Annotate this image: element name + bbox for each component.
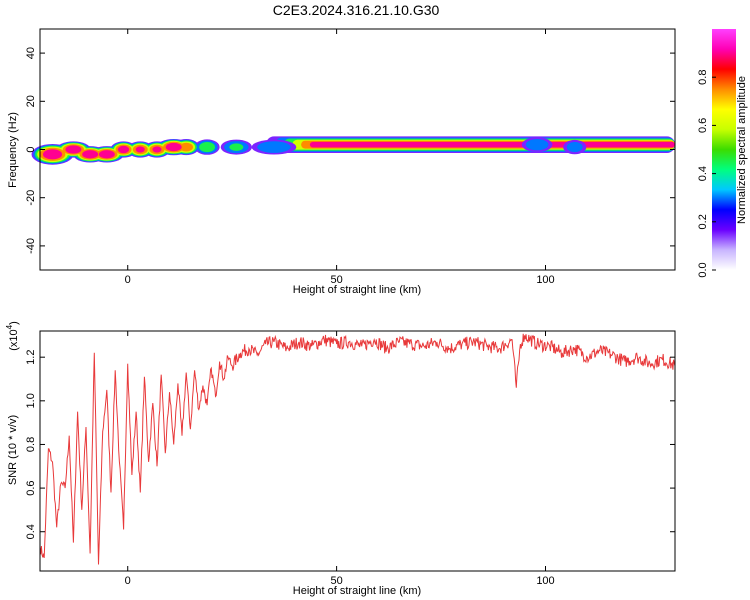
spectrogram-panel: 0 50 100 -40 -20 0 20 40 Height of straight lin… bbox=[7, 28, 676, 296]
spectrogram-blob bbox=[152, 146, 162, 153]
snr-y-tick-label: 0.4 bbox=[25, 524, 37, 539]
spectrogram-blob bbox=[199, 142, 216, 153]
spectrogram-blob bbox=[98, 150, 115, 159]
snr-scale-base: (x10 bbox=[8, 329, 20, 350]
colorbar-tick-label: 0.4 bbox=[697, 166, 709, 181]
figure-title: C2E3.2024.316.21.10.G30 bbox=[273, 2, 440, 18]
spectrogram-y-tick-label: 40 bbox=[25, 47, 37, 59]
spectrogram-y-tick-label: 20 bbox=[25, 95, 37, 107]
spectrogram-blob bbox=[179, 142, 194, 152]
spectrogram-xlabel: Height of straight line (km) bbox=[293, 284, 421, 296]
snr-y-tick-label: 1.0 bbox=[25, 393, 37, 408]
spectrogram-blob bbox=[135, 146, 145, 153]
snr-frame bbox=[39, 330, 676, 572]
snr-panel: 0 50 100 0.4 0.6 0.8 1.0 1.2 Height of straight… bbox=[5, 321, 676, 597]
spectrogram-blob bbox=[165, 142, 182, 152]
colorbar-tick-label: 0.6 bbox=[697, 118, 709, 133]
colorbar-label: Normalized spectral amplitude bbox=[736, 76, 748, 224]
spectrogram-x-tick-label: 0 bbox=[125, 274, 131, 286]
spectrogram-blob bbox=[117, 145, 130, 154]
spectrogram-blob bbox=[566, 142, 583, 153]
colorbar: 0.0 0.2 0.4 0.6 0.8 Normalized spectral ampl… bbox=[697, 29, 748, 278]
spectrogram-x-tick-label: 100 bbox=[536, 274, 554, 286]
spectrogram-y-tick-label: -20 bbox=[25, 190, 37, 206]
spectrogram-x-tick-label: 50 bbox=[330, 274, 342, 286]
spectrogram-ylabel: Frequency (Hz) bbox=[7, 112, 19, 188]
colorbar-tick-label: 0.8 bbox=[697, 70, 709, 85]
spectrogram-y-tick-label: 0 bbox=[25, 146, 37, 152]
snr-series-line bbox=[40, 333, 675, 565]
snr-y-tick-label: 1.2 bbox=[25, 350, 37, 365]
spectrogram-ridge-band bbox=[309, 141, 675, 148]
snr-ylabel: SNR (10 * v/v) bbox=[7, 415, 19, 485]
spectrogram-blob bbox=[65, 145, 82, 154]
colorbar-tick-label: 0.0 bbox=[697, 262, 709, 277]
snr-x-tick-label: 0 bbox=[125, 575, 131, 587]
snr-scale-exponent: 4 bbox=[5, 324, 14, 329]
spectrogram-blob bbox=[82, 150, 99, 159]
spectrogram-blob bbox=[229, 143, 244, 151]
colorbar-gradient bbox=[712, 29, 736, 270]
spectrogram-blob bbox=[257, 141, 291, 153]
snr-y-tick-label: 0.6 bbox=[25, 480, 37, 495]
colorbar-tick-label: 0.2 bbox=[697, 214, 709, 229]
snr-scale-close: ) bbox=[8, 321, 20, 325]
spectrogram-y-tick-label: -40 bbox=[25, 238, 37, 254]
colorbar-axes: 0.0 0.2 0.4 0.6 0.8 bbox=[697, 70, 716, 278]
spectrogram-axes: 0 50 100 -40 -20 0 20 40 bbox=[25, 29, 675, 286]
spectrogram-blob bbox=[42, 149, 63, 160]
snr-x-tick-label: 50 bbox=[330, 575, 342, 587]
spectrogram-blob bbox=[525, 139, 549, 151]
snr-axes: 0 50 100 0.4 0.6 0.8 1.0 1.2 bbox=[25, 331, 675, 587]
snr-scale-label: (x104) bbox=[5, 321, 20, 351]
snr-y-tick-label: 0.8 bbox=[25, 437, 37, 452]
snr-x-tick-label: 100 bbox=[536, 575, 554, 587]
snr-xlabel: Height of straight line (km) bbox=[293, 585, 421, 597]
spectrogram-image bbox=[31, 136, 675, 165]
